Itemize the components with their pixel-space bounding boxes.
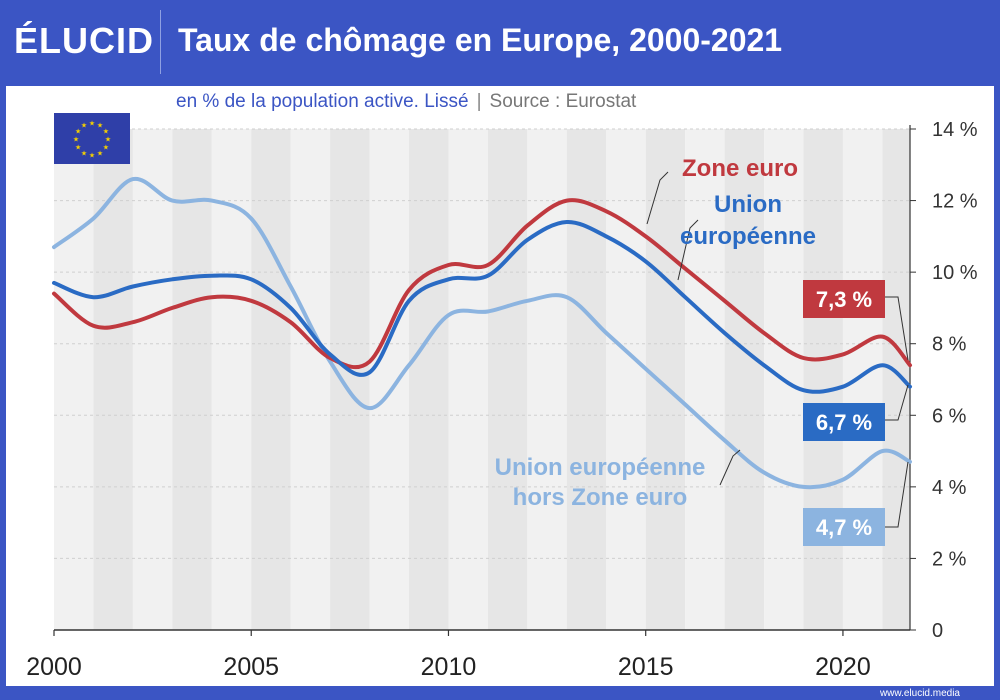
- eu-star-icon: ★: [97, 122, 103, 130]
- eu-star-icon: ★: [89, 120, 95, 128]
- x-tick-label: 2020: [815, 653, 871, 681]
- logo-divider: [160, 10, 161, 74]
- badge-leader-line: [884, 384, 909, 421]
- eu-star-icon: ★: [105, 136, 111, 144]
- year-band: [724, 129, 765, 630]
- year-band: [487, 129, 528, 630]
- x-tick-label: 2015: [618, 653, 674, 681]
- year-band: [369, 129, 410, 630]
- year-band: [330, 129, 370, 630]
- eu-star-icon: ★: [97, 149, 103, 157]
- year-band: [527, 129, 567, 630]
- end-badge-union-europeenne: 6,7 %: [816, 410, 872, 435]
- y-tick-label: 8 %: [932, 334, 967, 356]
- year-band: [645, 129, 686, 630]
- end-badge-hors-zone-euro-bg: [803, 508, 885, 546]
- eu-star-icon: ★: [75, 128, 81, 136]
- y-tick-label: 12 %: [932, 191, 978, 213]
- end-badge-union-europeenne-bg: [803, 403, 885, 441]
- series-line-zone-euro: [52, 198, 912, 370]
- end-badge-zone-euro-bg: [803, 280, 885, 318]
- x-tick-label: 2000: [26, 653, 82, 681]
- year-band: [566, 129, 607, 630]
- year-band: [448, 129, 488, 630]
- label-leader-line: [646, 171, 669, 225]
- x-tick-label: 2005: [223, 653, 279, 681]
- y-tick-label: 2 %: [932, 548, 967, 570]
- eu-flag-stars: ★★★★★★★★★ ★ ★★: [73, 120, 111, 160]
- chart-subtitle: en % de la population active. Lissé | Sour…: [176, 91, 636, 113]
- year-band: [606, 129, 646, 630]
- subtitle-main: en % de la population active. Lissé: [176, 91, 469, 112]
- eu-star-icon: ★: [81, 122, 87, 130]
- badge-leader-line: [884, 296, 909, 361]
- eu-star-icon: ★: [89, 152, 95, 160]
- subtitle-source: Source : Eurostat: [489, 91, 637, 112]
- y-tick-label: 10 %: [932, 262, 978, 284]
- year-band: [803, 129, 843, 630]
- year-band: [685, 129, 725, 630]
- eu-star-icon: ★: [75, 144, 81, 152]
- series-label-union-europeenne: européenne: [680, 223, 816, 250]
- year-band: [842, 129, 883, 630]
- y-tick-label: 14 %: [932, 119, 978, 141]
- year-band: [251, 129, 291, 630]
- footer-url[interactable]: www.elucid.media: [879, 688, 960, 699]
- eu-star-icon: ★: [103, 128, 109, 136]
- badge-leader-line: [884, 461, 909, 528]
- year-band: [290, 129, 331, 630]
- end-badge-zone-euro: 7,3 %: [816, 287, 872, 312]
- year-band: [132, 129, 173, 630]
- label-leader-line: [677, 219, 699, 281]
- elucid-logo[interactable]: ÉLUCID: [14, 20, 154, 61]
- end-badge-hors-zone-euro: 4,7 %: [816, 515, 872, 540]
- series-label-zone-euro: Zone euro: [682, 155, 798, 182]
- eu-flag-icon: ★ ★ ★ ★ ★ ★ ★ ★ ★ ★ ★ ★: [54, 113, 130, 164]
- year-band: [409, 129, 449, 630]
- year-band: [54, 129, 94, 630]
- chart-title: Taux de chômage en Europe, 2000-2021: [178, 22, 783, 58]
- series-label-union-europeenne: Union: [714, 191, 782, 218]
- series-label-hors-zone-euro: Union européenne: [495, 454, 706, 481]
- series-line-hors-zone-euro: [52, 177, 912, 490]
- y-tick-label: 0: [932, 620, 943, 642]
- eu-star-icon: ★: [73, 136, 79, 144]
- header-bar: ÉLUCID Taux de chômage en Europe, 2000-2…: [0, 0, 1000, 86]
- series-line-union-europeenne: [52, 219, 912, 394]
- eu-star-icon: ★: [81, 149, 87, 157]
- label-leader-line: [719, 449, 741, 486]
- year-band: [172, 129, 212, 630]
- x-tick-label: 2010: [421, 653, 477, 681]
- y-tick-label: 6 %: [932, 405, 967, 427]
- subtitle-separator: |: [476, 91, 482, 112]
- series-label-hors-zone-euro: hors Zone euro: [513, 484, 688, 511]
- year-band: [93, 129, 133, 630]
- eu-star-icon: ★: [103, 144, 109, 152]
- y-tick-label: 4 %: [932, 477, 967, 499]
